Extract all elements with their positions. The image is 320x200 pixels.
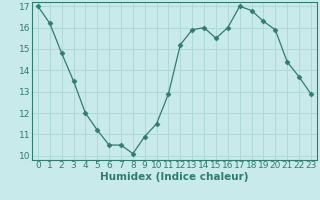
X-axis label: Humidex (Indice chaleur): Humidex (Indice chaleur) bbox=[100, 172, 249, 182]
